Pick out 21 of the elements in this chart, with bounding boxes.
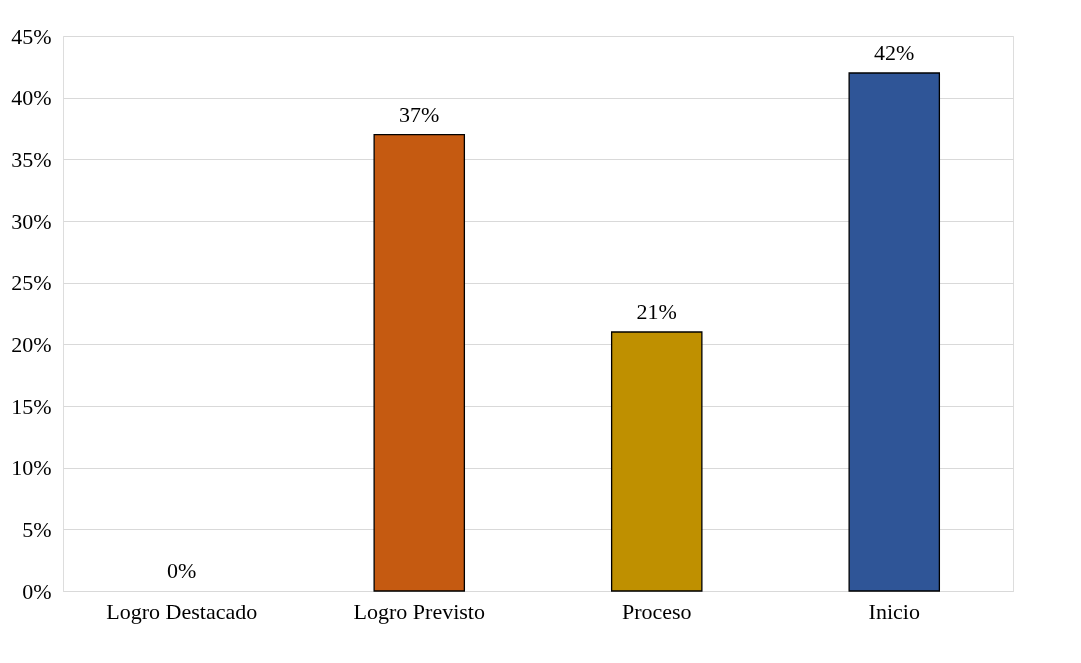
x-tick-label: Logro Previsto <box>353 598 485 624</box>
y-tick-label: 30% <box>11 208 52 234</box>
bar <box>610 331 703 592</box>
data-label: 42% <box>874 40 915 65</box>
y-tick-label: 35% <box>11 146 52 172</box>
y-tick-label: 20% <box>11 331 52 357</box>
x-tick-label: Proceso <box>621 598 692 624</box>
data-label: 0% <box>167 558 197 583</box>
y-tick-label: 40% <box>11 85 52 111</box>
y-tick-label: 0% <box>22 578 52 604</box>
y-tick-label: 15% <box>11 393 52 419</box>
x-tick-label: Logro Destacado <box>106 598 258 624</box>
bar <box>848 72 941 592</box>
bar <box>373 134 466 592</box>
y-tick-label: 10% <box>11 455 52 481</box>
data-label: 21% <box>636 299 677 324</box>
y-tick-label: 5% <box>22 516 52 542</box>
y-tick-label: 25% <box>11 270 52 296</box>
data-label: 37% <box>399 101 440 127</box>
y-tick-label: 45% <box>11 23 52 49</box>
x-tick-label: Inicio <box>868 598 920 624</box>
